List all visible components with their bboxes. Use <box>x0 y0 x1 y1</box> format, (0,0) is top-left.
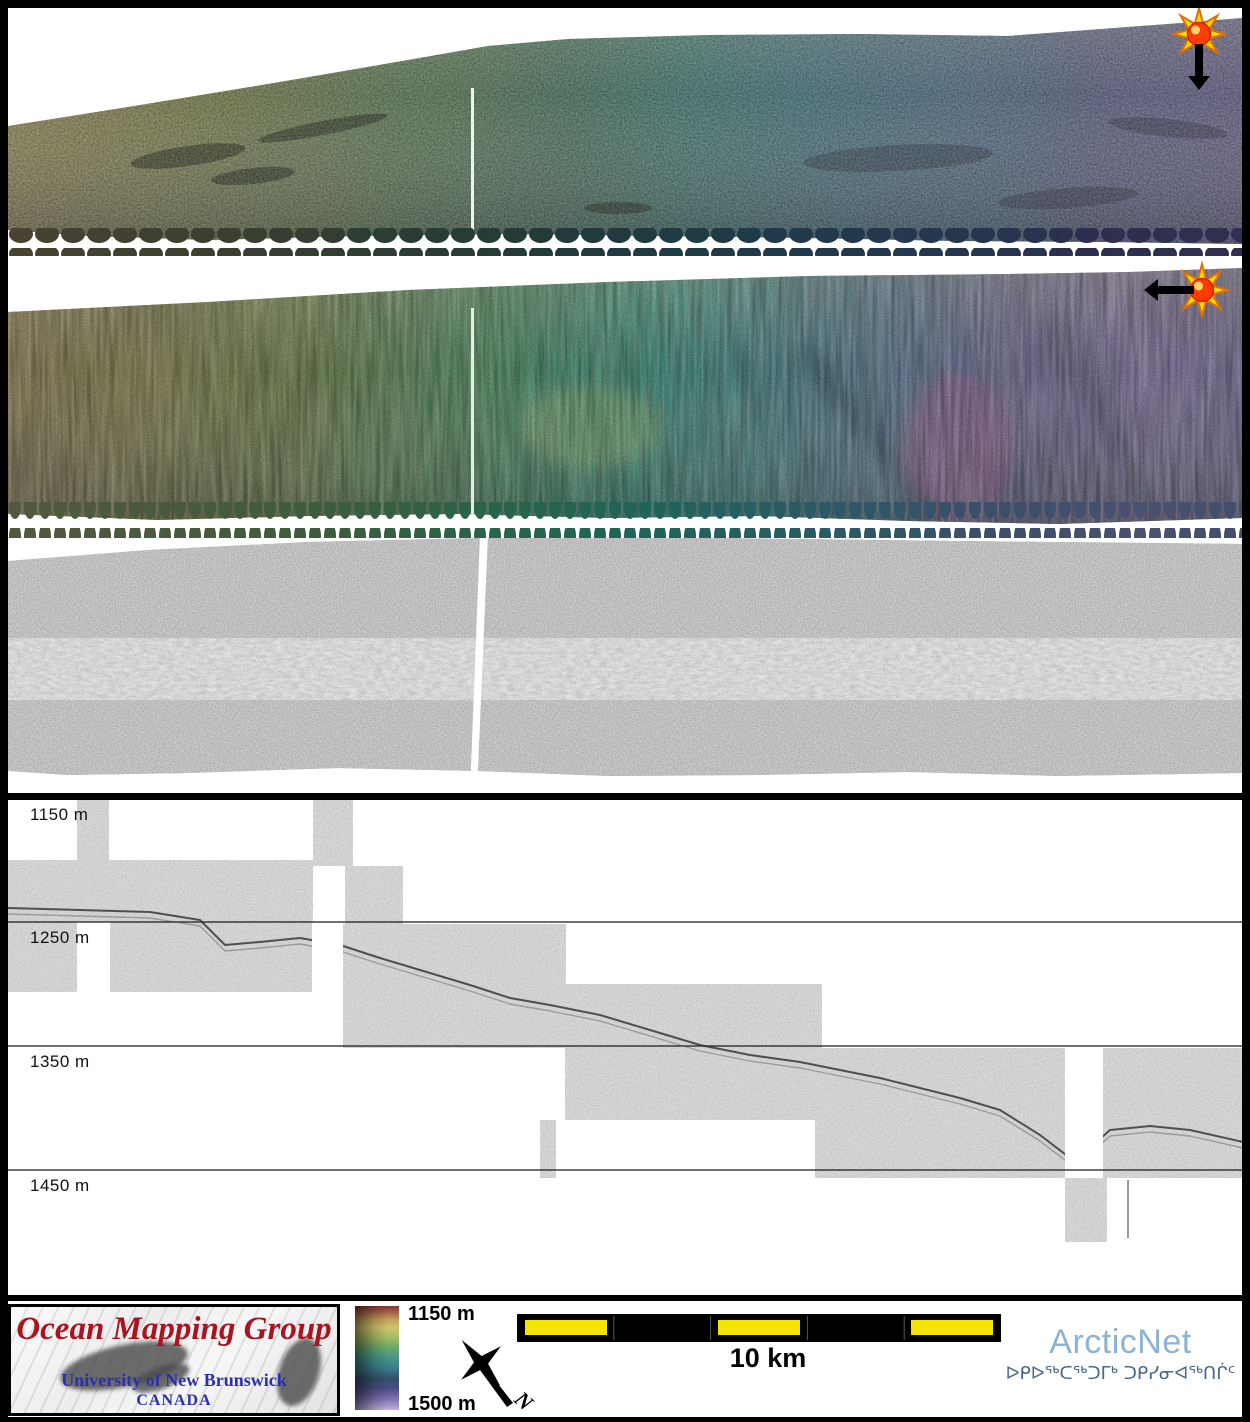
panel-divider <box>8 793 1242 800</box>
arcticnet-inuktitut-name: ᐅᑭᐅᖅᑕᖅᑐᒥᒃ ᑐᑭᓯᓂᐊᖅᑎᒌᑦ <box>1005 1363 1236 1384</box>
logo-university: University of New Brunswick <box>61 1370 287 1390</box>
depth-label-1250: 1250 m <box>30 928 90 947</box>
bathymetry-top-texture <box>8 18 1242 244</box>
profile-noise-patches <box>8 800 1242 1242</box>
depth-label-1450: 1450 m <box>30 1176 90 1195</box>
sun-with-down-arrow-icon <box>1169 8 1229 90</box>
logo-title: Ocean Mapping Group <box>16 1311 332 1347</box>
north-arrow-icon: N <box>461 1340 538 1416</box>
figure-canvas: 1150 m 1250 m 1350 m 1450 m Ocean Mappin… <box>8 8 1242 1417</box>
colorbar-top-label: 1150 m <box>408 1303 475 1325</box>
subbottom-profile-panel <box>8 800 1242 1242</box>
depth-colorbar <box>355 1306 399 1410</box>
survey-line-gap <box>471 308 474 523</box>
bathymetry-panel-middle <box>8 260 1242 543</box>
scale-bar <box>517 1314 1001 1342</box>
profile-trace-line <box>1127 1180 1129 1238</box>
beam-footprint-fringe <box>8 218 1242 258</box>
survey-line-gap <box>470 538 488 776</box>
backscatter-texture <box>8 538 1242 776</box>
ocean-mapping-group-logo: Ocean Mapping Group University of New Br… <box>8 1304 340 1416</box>
footer: Ocean Mapping Group University of New Br… <box>8 1301 1242 1417</box>
colorbar-shading <box>355 1306 399 1410</box>
survey-line-gap <box>471 88 474 238</box>
arcticnet-name: ArcticNet <box>1049 1323 1192 1361</box>
beam-footprint-fringe <box>8 493 1242 543</box>
depth-gridlines <box>8 921 1242 1171</box>
bathymetry-middle-texture <box>8 268 1242 524</box>
bathymetry-panel-top <box>8 8 1242 258</box>
logo-country: CANADA <box>136 1392 212 1409</box>
depth-label-1350: 1350 m <box>30 1052 90 1071</box>
bright-backscatter-band <box>8 647 1242 691</box>
backscatter-panel <box>8 538 1242 776</box>
footer-divider <box>8 1295 1242 1301</box>
arcticnet-brand: ArcticNet ᐅᑭᐅᖅᑕᖅᑐᒥᒃ ᑐᑭᓯᓂᐊᖅᑎᒌᑦ <box>993 1323 1248 1384</box>
scale-bar-label: 10 km <box>729 1343 807 1373</box>
sun-with-left-arrow-icon <box>1144 260 1232 320</box>
north-label: N <box>509 1385 538 1416</box>
colorbar-bottom-label: 1500 m <box>408 1393 476 1415</box>
depth-label-1150: 1150 m <box>30 805 89 824</box>
